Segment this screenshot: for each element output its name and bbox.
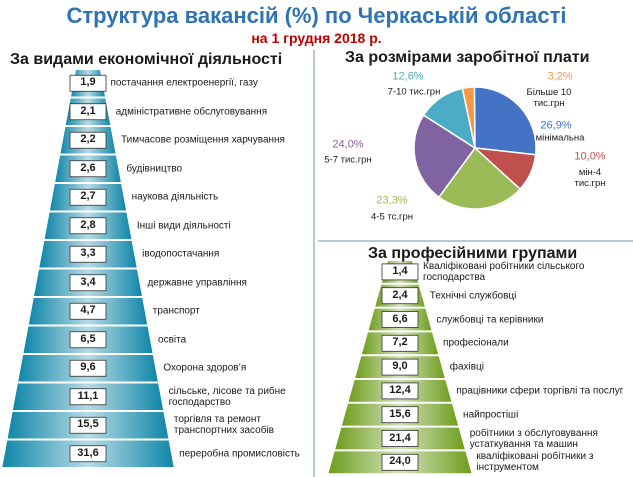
legend-label: 7-10 тис.грн [387, 86, 441, 98]
category-label: найпростіші [463, 409, 519, 421]
category-label: торгівля та ремонт транспортних засобів [173, 414, 274, 437]
value-label: 21,4 [389, 431, 411, 444]
category-label: транспорт [152, 305, 200, 317]
value-label: 12,4 [389, 383, 411, 396]
title: Структура вакансій (%) по Черкаській обл… [66, 3, 567, 28]
category-label: Технічні службовці [429, 290, 517, 302]
value-label: 9,0 [392, 360, 408, 373]
value-box [381, 263, 419, 281]
value-box [69, 103, 107, 121]
category-label: працівники сфери торгівлі та послуг [456, 385, 624, 397]
panel-title: За видами економічної діяльності [10, 51, 283, 68]
value-box [69, 388, 107, 406]
value-box [69, 416, 107, 434]
value-label: 31,6 [77, 446, 99, 459]
value-box [69, 331, 107, 349]
legend-label: 4-5 тс.грн [371, 211, 413, 223]
value-label: 3,2% [547, 70, 573, 83]
value-label: 6,5 [80, 332, 96, 345]
value-box [69, 131, 107, 149]
category-label: робітники з обслуговування устаткування … [469, 427, 598, 450]
value-label: 7,2 [392, 336, 408, 349]
subtitle: на 1 грудня 2018 р. [251, 30, 382, 46]
value-box [69, 245, 107, 263]
value-label: 12,6% [392, 70, 424, 83]
value-label: 2,2 [80, 133, 96, 146]
value-label: 26,9% [540, 119, 572, 132]
value-box [69, 160, 107, 178]
value-box [381, 406, 419, 424]
category-label: службовці та керівники [436, 314, 544, 325]
legend-label: 5-7 тис.грн [324, 154, 372, 166]
category-label: Інші види діяльності [136, 220, 231, 232]
category-label: будівництво [126, 163, 183, 175]
value-label: 3,3 [80, 247, 96, 260]
value-box [69, 74, 107, 92]
legend-label: мін-4 тис.грн [574, 167, 606, 189]
category-label: освіта [158, 334, 187, 346]
category-label: Охорона здоров’я [163, 362, 247, 374]
pie-slice [422, 87, 477, 150]
category-label: наукова діяльність [131, 191, 219, 203]
value-label: 1,9 [80, 76, 96, 89]
value-box [69, 274, 107, 292]
pie-slice [473, 86, 537, 156]
value-label: 2,1 [80, 104, 96, 117]
panel-title: За розмірами заробітної плати [345, 49, 590, 66]
value-label: 23,3% [376, 194, 408, 207]
panel-title: За професійними групами [368, 245, 578, 262]
value-label: 2,7 [80, 190, 96, 203]
value-box [69, 302, 107, 320]
value-label: 11,1 [77, 389, 99, 402]
value-label: 3,4 [80, 275, 96, 288]
value-box [381, 287, 419, 305]
legend-label: Більше 10 тис.грн [526, 87, 572, 109]
value-label: 2,4 [392, 288, 408, 301]
category-label: кваліфіковані робітники з інструментом [476, 451, 594, 474]
category-label: іводопостачання [142, 248, 220, 260]
value-box [69, 188, 107, 206]
pie-slice [437, 146, 522, 210]
category-label: постачання електроенергії, газу [110, 77, 258, 89]
category-label: адміністративне обслуговування [115, 106, 268, 118]
value-box [69, 445, 107, 463]
value-label: 9,6 [80, 361, 96, 374]
value-box [69, 217, 107, 235]
value-box [381, 382, 419, 400]
value-box [381, 334, 419, 352]
category-label: державне управління [147, 277, 247, 289]
value-box [381, 311, 419, 328]
value-label: 10,0% [574, 150, 606, 163]
pie-slice [413, 114, 477, 199]
value-box [69, 359, 107, 377]
value-label: 15,5 [77, 418, 99, 431]
value-label: 2,8 [80, 218, 96, 231]
value-label: 24,0 [389, 455, 411, 468]
value-label: 4,7 [80, 304, 96, 317]
category-label: Кваліфіковані робітники сільського госпо… [423, 260, 585, 283]
value-label: 2,6 [80, 161, 96, 174]
value-label: 24,0% [332, 138, 364, 151]
value-box [381, 430, 419, 447]
category-label: фахівці [449, 361, 484, 373]
category-label: переробна промисловість [179, 448, 300, 460]
category-label: професіонали [443, 337, 509, 349]
value-label: 15,6 [389, 407, 411, 420]
category-label: Тимчасове розміщення харчування [121, 134, 285, 146]
value-label: 6,6 [392, 312, 408, 325]
value-box [381, 358, 419, 376]
value-box [381, 453, 419, 471]
legend-label: мінімальна [535, 132, 585, 144]
category-label: сільське, лісове та рибне господарство [168, 385, 286, 408]
value-label: 1,4 [392, 264, 408, 277]
